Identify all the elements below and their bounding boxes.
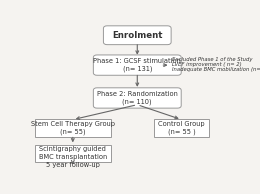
Text: Enrolment: Enrolment (112, 31, 162, 40)
FancyBboxPatch shape (93, 55, 181, 75)
Text: Scintigraphy guided
BMC transplantation: Scintigraphy guided BMC transplantation (39, 146, 107, 160)
Text: Control Group
(n= 55 ): Control Group (n= 55 ) (158, 121, 205, 135)
Text: Phase 2: Randomization
(n= 110): Phase 2: Randomization (n= 110) (97, 91, 178, 105)
Text: Stem Cell Therapy Group
(n= 55): Stem Cell Therapy Group (n= 55) (31, 121, 115, 135)
FancyBboxPatch shape (93, 88, 181, 108)
Text: Inadequate BMC mobilization (n=19): Inadequate BMC mobilization (n=19) (172, 67, 260, 72)
Text: Excluded Phase 1 of the Study: Excluded Phase 1 of the Study (172, 57, 252, 62)
FancyBboxPatch shape (35, 145, 111, 162)
Text: Phase 1: GCSF stimulation
(n= 131): Phase 1: GCSF stimulation (n= 131) (93, 58, 181, 72)
Text: 5 year follow-up: 5 year follow-up (46, 162, 100, 168)
FancyBboxPatch shape (103, 26, 171, 45)
FancyBboxPatch shape (154, 119, 209, 137)
FancyBboxPatch shape (35, 119, 111, 137)
Text: LVEF improvement ( n= 2): LVEF improvement ( n= 2) (172, 62, 241, 67)
